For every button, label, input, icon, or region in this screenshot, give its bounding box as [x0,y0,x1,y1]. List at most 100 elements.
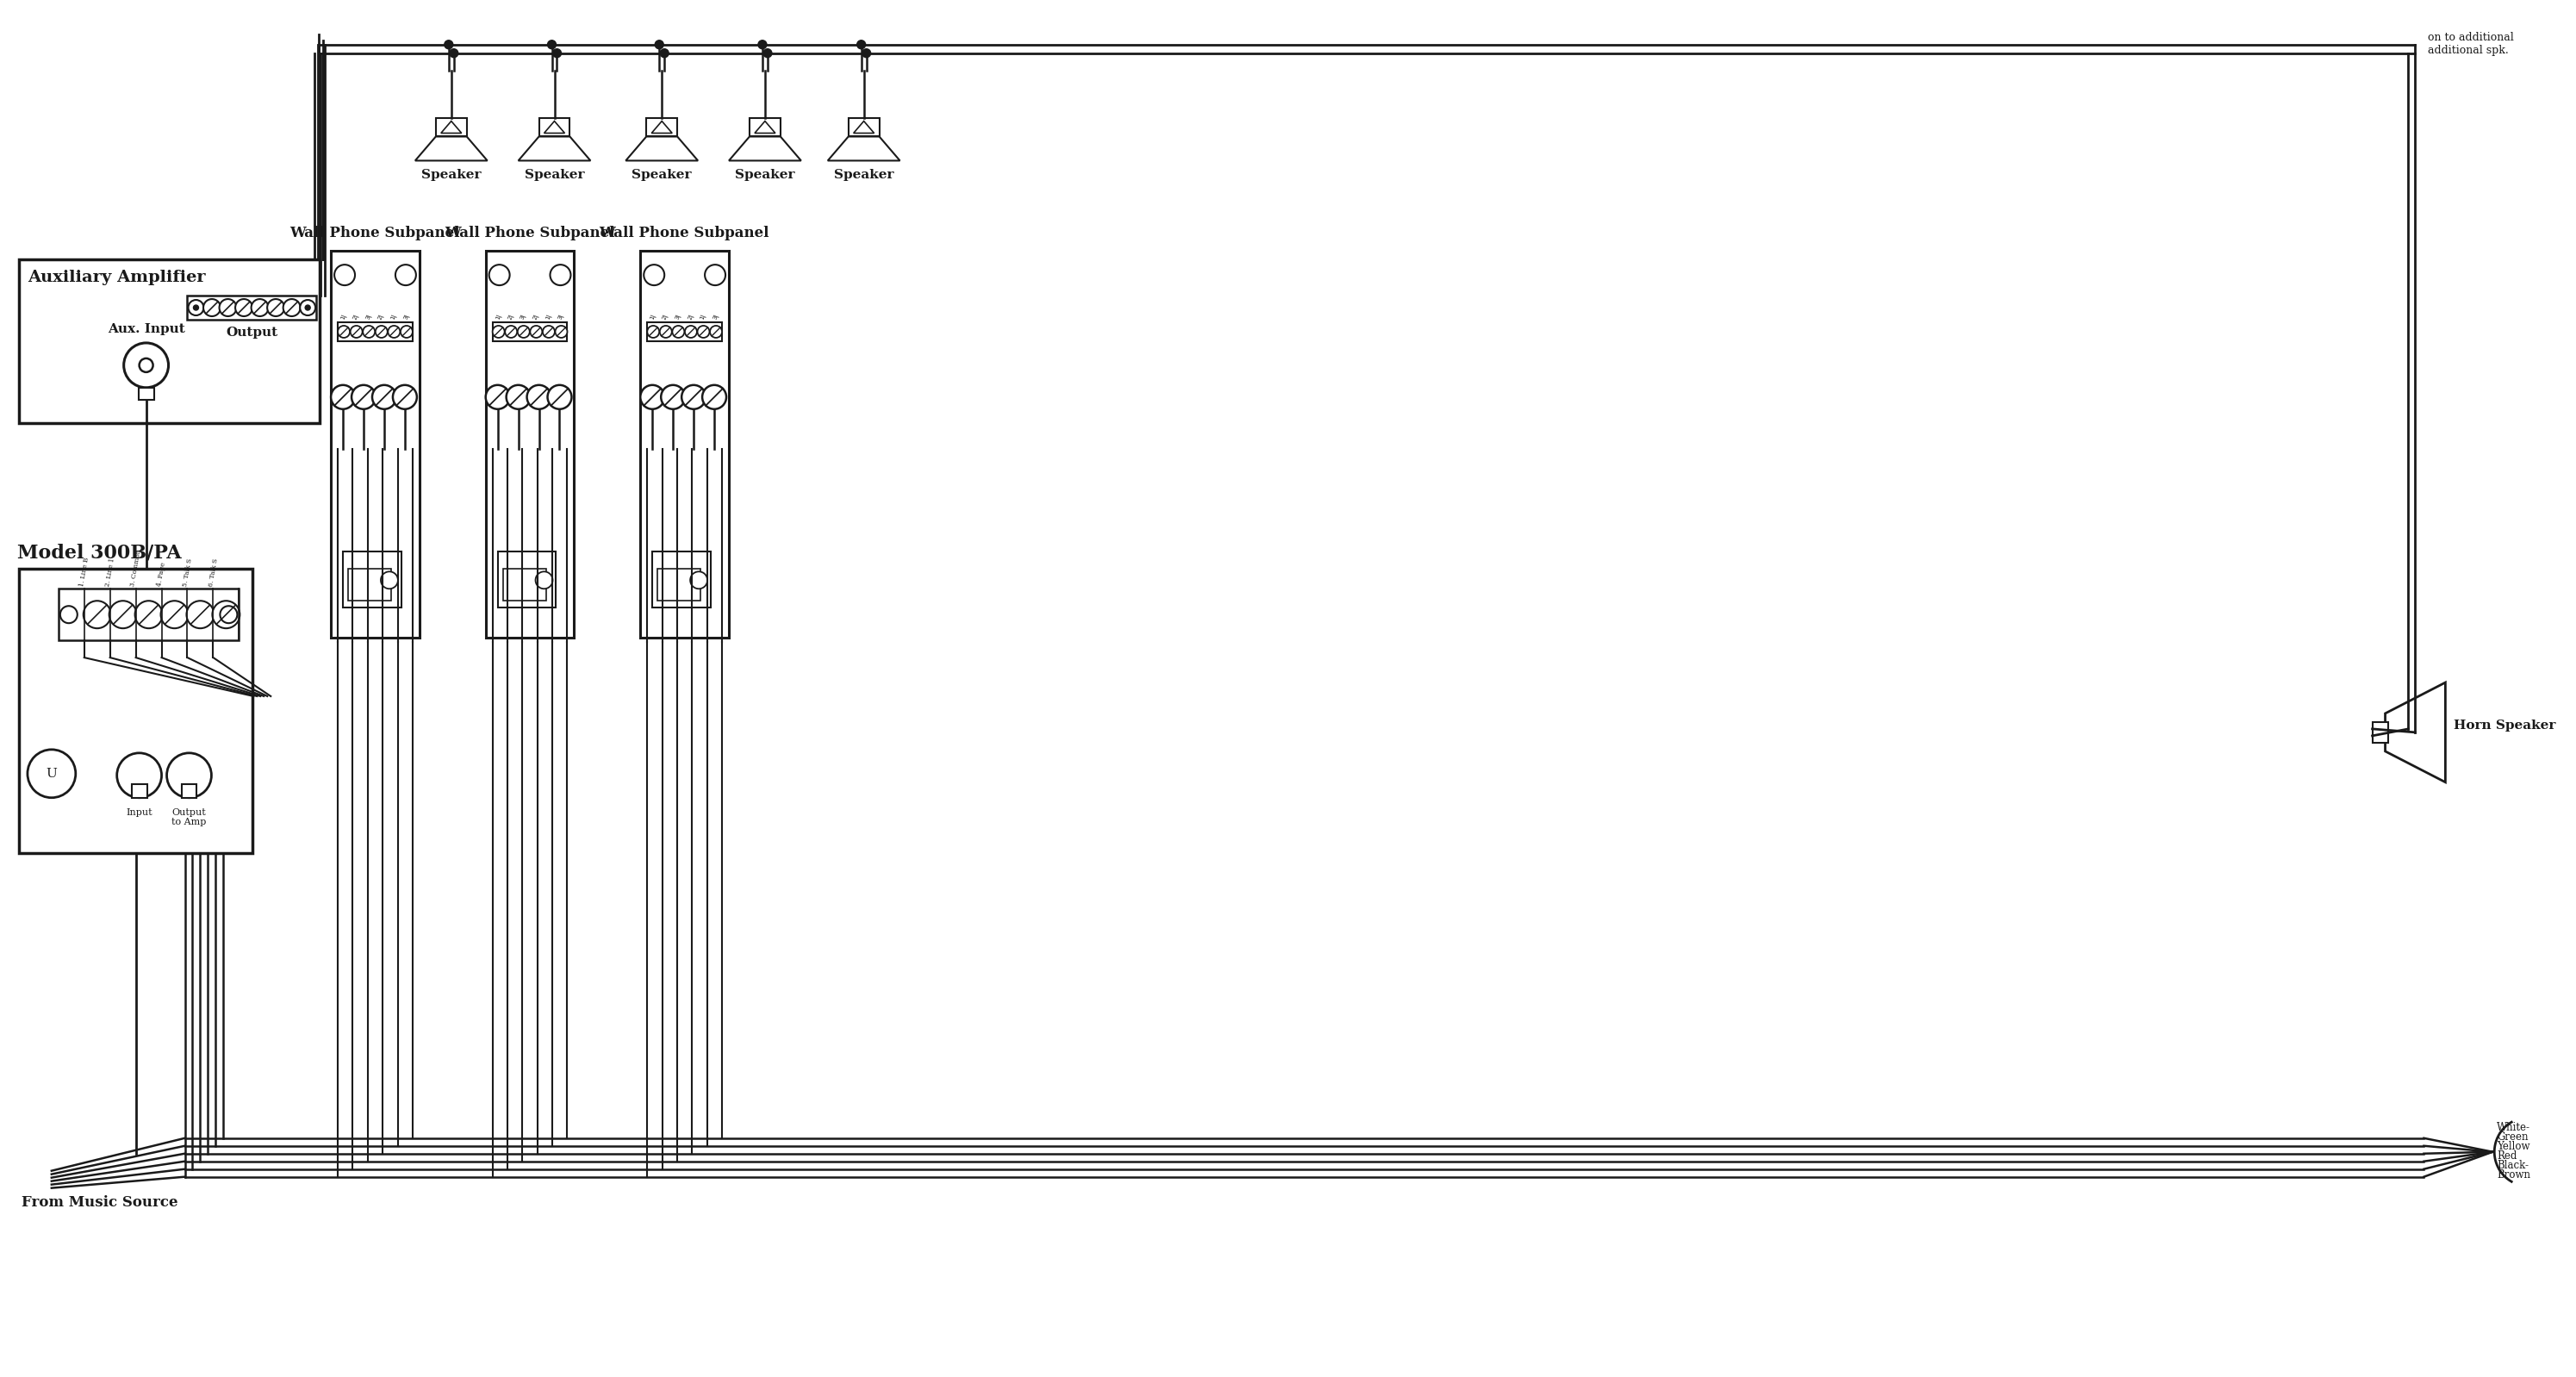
Text: Black-: Black- [2496,1159,2530,1172]
Circle shape [554,50,562,58]
Bar [348,569,392,600]
Text: 2|: 2| [533,313,541,321]
Circle shape [283,299,301,317]
Circle shape [690,571,708,589]
Text: Speaker: Speaker [631,169,693,182]
Bar [647,322,721,341]
Text: 1|: 1| [340,313,348,321]
Circle shape [659,50,670,58]
Circle shape [167,753,211,797]
Circle shape [698,326,708,337]
Text: 3|: 3| [366,313,374,321]
Bar [848,117,878,136]
Circle shape [451,50,459,58]
Circle shape [644,264,665,285]
Circle shape [219,299,237,317]
Text: Speaker: Speaker [835,169,894,182]
Text: 3|: 3| [402,313,410,321]
Polygon shape [755,121,775,134]
Text: Horn Speaker: Horn Speaker [2455,719,2555,731]
Bar [750,117,781,136]
Text: From Music Source: From Music Source [21,1195,178,1209]
Bar [337,322,412,341]
Circle shape [489,264,510,285]
Circle shape [706,264,726,285]
Circle shape [299,300,314,315]
Circle shape [124,343,167,387]
Circle shape [376,326,386,337]
Circle shape [762,50,773,58]
Polygon shape [440,121,461,134]
Polygon shape [652,121,672,134]
Bar [497,552,556,607]
Polygon shape [827,136,899,161]
Text: 3|: 3| [520,313,528,321]
Circle shape [193,306,198,310]
Circle shape [487,386,510,409]
Circle shape [757,40,768,50]
Text: White-: White- [2496,1122,2530,1133]
Text: 2|: 2| [662,313,670,321]
Text: Input: Input [126,808,152,817]
Text: 2|: 2| [507,313,515,321]
Circle shape [685,326,698,337]
Circle shape [219,606,237,624]
Bar [2372,722,2388,742]
Circle shape [662,386,685,409]
Circle shape [139,358,152,372]
Text: Wall Phone Subpanel: Wall Phone Subpanel [446,226,616,241]
Text: Speaker: Speaker [422,169,482,182]
Bar [131,784,147,797]
Bar [652,552,711,607]
Polygon shape [544,121,564,134]
Circle shape [28,749,75,797]
Bar [492,322,567,341]
Circle shape [549,386,572,409]
Circle shape [672,326,685,337]
Bar [330,251,420,638]
Circle shape [544,326,554,337]
Bar [435,117,466,136]
Polygon shape [415,136,487,161]
Text: 1|: 1| [495,313,502,321]
Circle shape [211,600,240,628]
Circle shape [399,326,412,337]
Circle shape [304,306,309,310]
Text: 3|: 3| [675,313,683,321]
Circle shape [234,299,252,317]
Circle shape [647,326,659,337]
Circle shape [551,264,572,285]
Text: 1|: 1| [389,313,397,321]
Circle shape [683,386,706,409]
Circle shape [392,386,417,409]
Text: Speaker: Speaker [734,169,796,182]
Text: 2|: 2| [353,313,361,321]
Text: Aux. Input: Aux. Input [108,324,185,335]
Circle shape [268,299,283,317]
Circle shape [556,326,567,337]
Bar [188,296,317,319]
Text: 4. Page: 4. Page [157,562,167,587]
Circle shape [863,50,871,58]
Circle shape [394,264,415,285]
Circle shape [134,600,162,628]
Bar [343,552,402,607]
Text: Auxiliary Amplifier: Auxiliary Amplifier [28,270,206,285]
Circle shape [703,386,726,409]
Circle shape [536,571,554,589]
Circle shape [350,386,376,409]
Text: on to additional
additional spk.: on to additional additional spk. [2429,32,2514,56]
Circle shape [389,326,399,337]
Text: Yellow: Yellow [2496,1142,2530,1153]
Bar [538,117,569,136]
Circle shape [858,40,866,50]
Circle shape [116,753,162,797]
Text: 3|: 3| [711,313,719,321]
Circle shape [204,299,222,317]
Text: 2|: 2| [379,313,386,321]
Circle shape [711,326,721,337]
Text: 1. Line B: 1. Line B [77,556,90,587]
Polygon shape [626,136,698,161]
Circle shape [654,40,665,50]
Circle shape [337,326,350,337]
